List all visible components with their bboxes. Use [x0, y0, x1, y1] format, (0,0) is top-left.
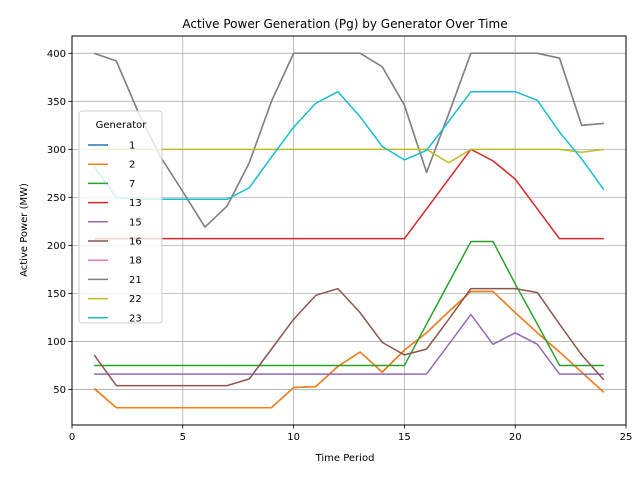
chart-title: Active Power Generation (Pg) by Generato…: [182, 17, 507, 31]
series-line-1: [93, 290, 605, 409]
legend: Generator 1 2 7 13 15 16 18 21 22 23: [78, 110, 163, 324]
legend-item-13: 13: [88, 198, 142, 209]
y-tick-label: 250: [47, 193, 66, 204]
legend-label: 22: [129, 294, 142, 305]
series-lines: [93, 52, 605, 409]
legend-item-16: 16: [88, 237, 142, 248]
legend-label: 16: [129, 237, 142, 248]
x-tick-label: 10: [287, 432, 300, 443]
series-line-22: [94, 148, 604, 164]
series-line-18: [93, 52, 604, 228]
series-line-7: [94, 240, 604, 367]
series-line-21: [93, 52, 604, 228]
series-line-15: [94, 313, 604, 375]
legend-label: 1: [129, 141, 135, 152]
legend-label: 2: [129, 160, 135, 171]
y-tick-label: 50: [53, 385, 66, 396]
legend-item-18: 18: [88, 256, 142, 267]
legend-title: Generator: [96, 120, 148, 131]
series-line-2: [93, 290, 605, 409]
plot-frame: [71, 35, 627, 426]
legend-item-1: 1: [88, 141, 135, 152]
legend-item-21: 21: [88, 275, 142, 286]
x-axis-label: Time Period: [315, 453, 375, 464]
legend-label: 13: [129, 198, 142, 209]
legend-box: [78, 110, 163, 324]
x-tick-label: 20: [509, 432, 522, 443]
x-tick-label: 25: [620, 432, 633, 443]
y-tick-label: 350: [47, 97, 66, 108]
x-tick-label: 15: [398, 432, 411, 443]
x-tick-label: 0: [69, 432, 75, 443]
y-tick-label: 400: [47, 49, 66, 60]
legend-item-7: 7: [88, 179, 135, 190]
legend-item-23: 23: [88, 313, 142, 324]
y-tick-label: 200: [47, 241, 66, 252]
y-axis-label: Active Power (MW): [19, 183, 30, 277]
series-line-23: [93, 90, 605, 201]
legend-item-22: 22: [88, 294, 142, 305]
y-axis-ticks: 50 100 150 200 250 300 350 400: [47, 49, 72, 396]
legend-label: 21: [129, 275, 142, 286]
legend-item-2: 2: [88, 160, 135, 171]
legend-label: 15: [129, 217, 142, 228]
y-tick-label: 300: [47, 145, 66, 156]
legend-label: 18: [129, 256, 142, 267]
x-tick-label: 5: [180, 432, 186, 443]
series-line-16: [93, 287, 605, 387]
legend-items: 1 2 7 13 15 16 18 21 22 23: [88, 141, 142, 324]
legend-label: 7: [129, 179, 135, 190]
legend-item-15: 15: [88, 217, 142, 228]
y-tick-label: 100: [47, 337, 66, 348]
x-axis-ticks: 0 5 10 15 20 25: [69, 425, 633, 443]
legend-label: 23: [129, 313, 142, 324]
y-tick-label: 150: [47, 289, 66, 300]
series-line-13: [94, 148, 604, 240]
